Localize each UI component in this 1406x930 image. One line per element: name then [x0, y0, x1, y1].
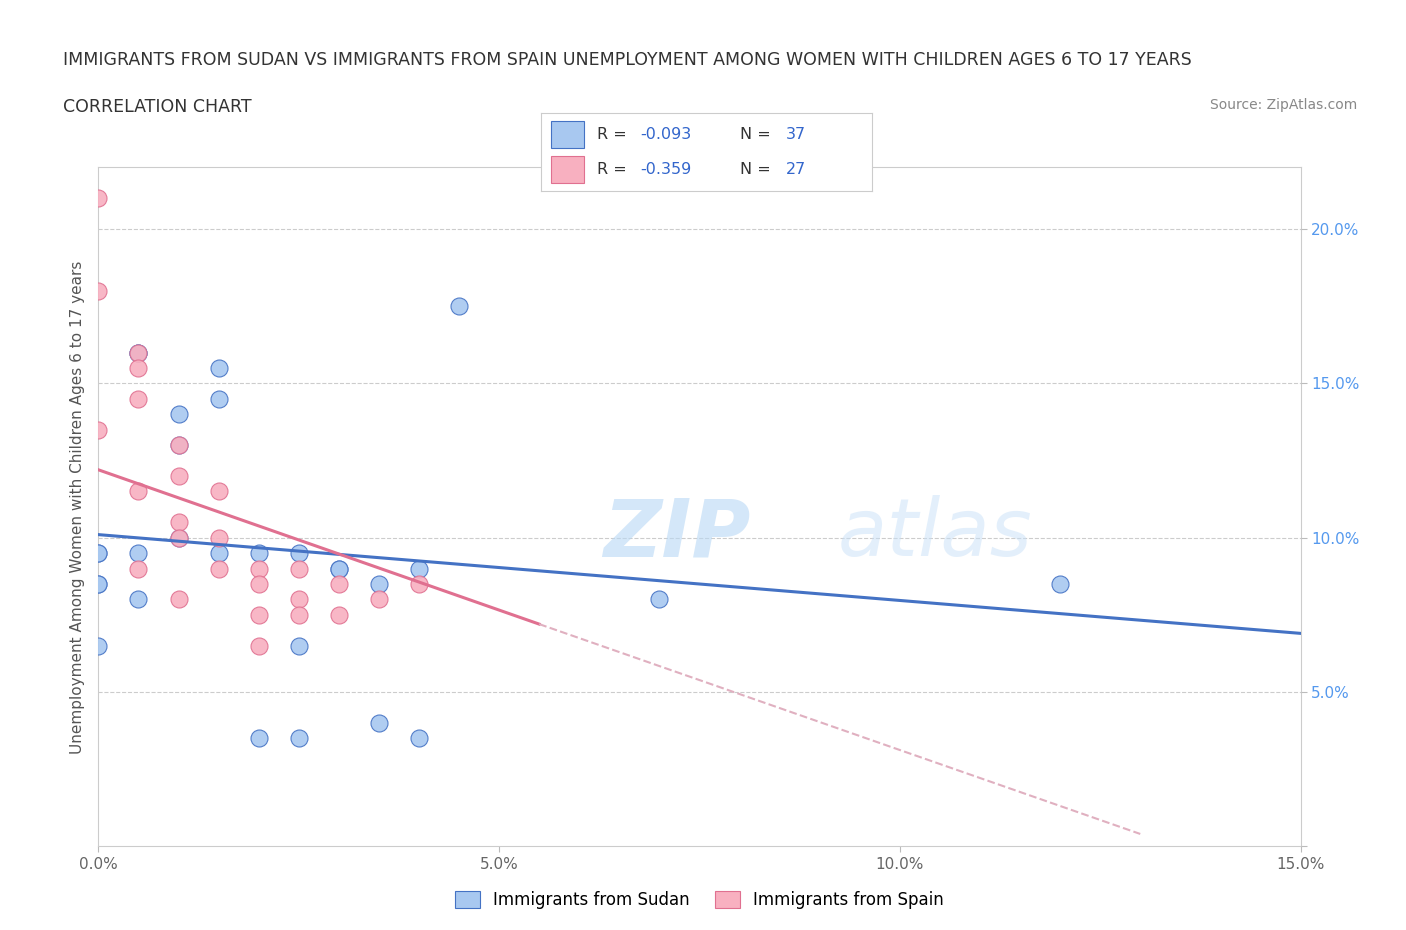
Bar — [551, 121, 585, 148]
Point — [87, 546, 110, 561]
Point — [408, 561, 430, 576]
Point — [128, 361, 150, 376]
Point — [247, 546, 270, 561]
Text: R =: R = — [598, 162, 633, 177]
Point — [128, 345, 150, 360]
Point — [128, 592, 150, 607]
Point — [167, 592, 190, 607]
Text: R =: R = — [598, 126, 633, 141]
Text: IMMIGRANTS FROM SUDAN VS IMMIGRANTS FROM SPAIN UNEMPLOYMENT AMONG WOMEN WITH CHI: IMMIGRANTS FROM SUDAN VS IMMIGRANTS FROM… — [63, 51, 1192, 69]
Point — [208, 361, 231, 376]
Text: atlas: atlas — [838, 495, 1032, 573]
Point — [408, 577, 430, 591]
Point — [167, 530, 190, 545]
Text: Source: ZipAtlas.com: Source: ZipAtlas.com — [1209, 98, 1357, 112]
Text: N =: N = — [740, 162, 776, 177]
Point — [208, 546, 231, 561]
Point — [87, 422, 110, 437]
Point — [87, 638, 110, 653]
Point — [167, 515, 190, 530]
Bar — [551, 156, 585, 183]
Point — [128, 392, 150, 406]
Point — [128, 561, 150, 576]
Text: -0.359: -0.359 — [641, 162, 692, 177]
Point — [87, 284, 110, 299]
Point — [247, 577, 270, 591]
Point — [87, 577, 110, 591]
Y-axis label: Unemployment Among Women with Children Ages 6 to 17 years: Unemployment Among Women with Children A… — [70, 260, 86, 753]
Legend: Immigrants from Sudan, Immigrants from Spain: Immigrants from Sudan, Immigrants from S… — [449, 884, 950, 916]
Point — [328, 607, 350, 622]
Text: 27: 27 — [786, 162, 806, 177]
Point — [167, 438, 190, 453]
Point — [247, 638, 270, 653]
Point — [87, 577, 110, 591]
Point — [648, 592, 671, 607]
Point — [247, 607, 270, 622]
Point — [167, 469, 190, 484]
Text: ZIP: ZIP — [603, 495, 751, 573]
Point — [128, 345, 150, 360]
Point — [288, 592, 311, 607]
Point — [128, 546, 150, 561]
Point — [447, 299, 470, 313]
Point — [288, 546, 311, 561]
Point — [328, 561, 350, 576]
Text: CORRELATION CHART: CORRELATION CHART — [63, 98, 252, 115]
Point — [208, 484, 231, 498]
Point — [128, 484, 150, 498]
Point — [87, 546, 110, 561]
Text: 37: 37 — [786, 126, 806, 141]
Point — [288, 638, 311, 653]
Point — [1049, 577, 1071, 591]
Point — [368, 577, 391, 591]
Point — [288, 731, 311, 746]
Point — [328, 577, 350, 591]
Point — [247, 561, 270, 576]
Point — [208, 561, 231, 576]
Point — [167, 406, 190, 421]
Point — [368, 592, 391, 607]
Point — [208, 530, 231, 545]
Text: N =: N = — [740, 126, 776, 141]
Point — [368, 715, 391, 730]
Point — [247, 731, 270, 746]
Point — [328, 561, 350, 576]
Point — [87, 191, 110, 206]
Point — [408, 731, 430, 746]
Text: -0.093: -0.093 — [641, 126, 692, 141]
Point — [167, 438, 190, 453]
Point — [128, 345, 150, 360]
Point — [288, 561, 311, 576]
Point — [167, 530, 190, 545]
Point — [288, 607, 311, 622]
Point — [208, 392, 231, 406]
